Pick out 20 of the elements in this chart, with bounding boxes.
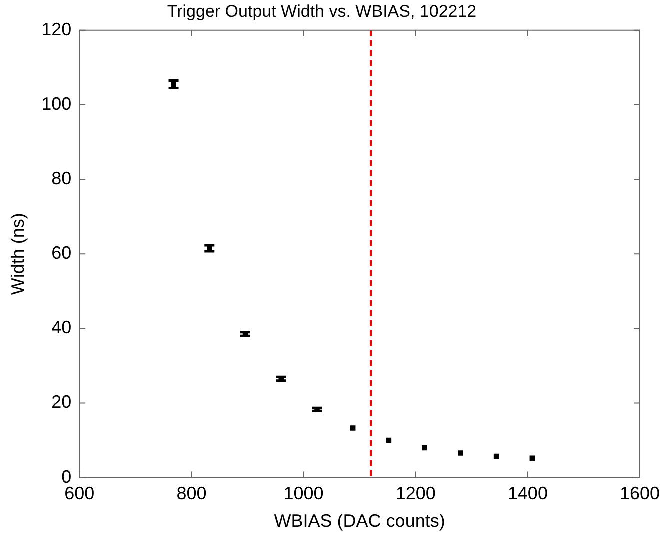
point <box>458 450 464 456</box>
y-tick-label: 100 <box>42 94 72 114</box>
point <box>422 445 428 451</box>
y-tick-label: 40 <box>52 318 72 338</box>
x-tick-label: 1600 <box>620 484 660 504</box>
point <box>494 454 500 460</box>
chart-title: Trigger Output Width vs. WBIAS, 102212 <box>167 2 477 21</box>
x-tick-label: 1200 <box>396 484 436 504</box>
point <box>350 426 356 431</box>
y-tick-label: 80 <box>52 168 72 188</box>
y-axis-title: Width (ns) <box>8 213 28 296</box>
y-tick-label: 60 <box>52 243 72 264</box>
y-tick-label: 120 <box>42 19 72 40</box>
x-tick-label: 1000 <box>284 484 324 504</box>
x-tick-label: 1400 <box>508 484 548 504</box>
point <box>530 456 536 462</box>
x-axis-title: WBIAS (DAC counts) <box>274 511 446 532</box>
y-tick-label: 20 <box>52 392 72 412</box>
point <box>386 438 392 444</box>
x-tick-label: 800 <box>176 484 207 504</box>
